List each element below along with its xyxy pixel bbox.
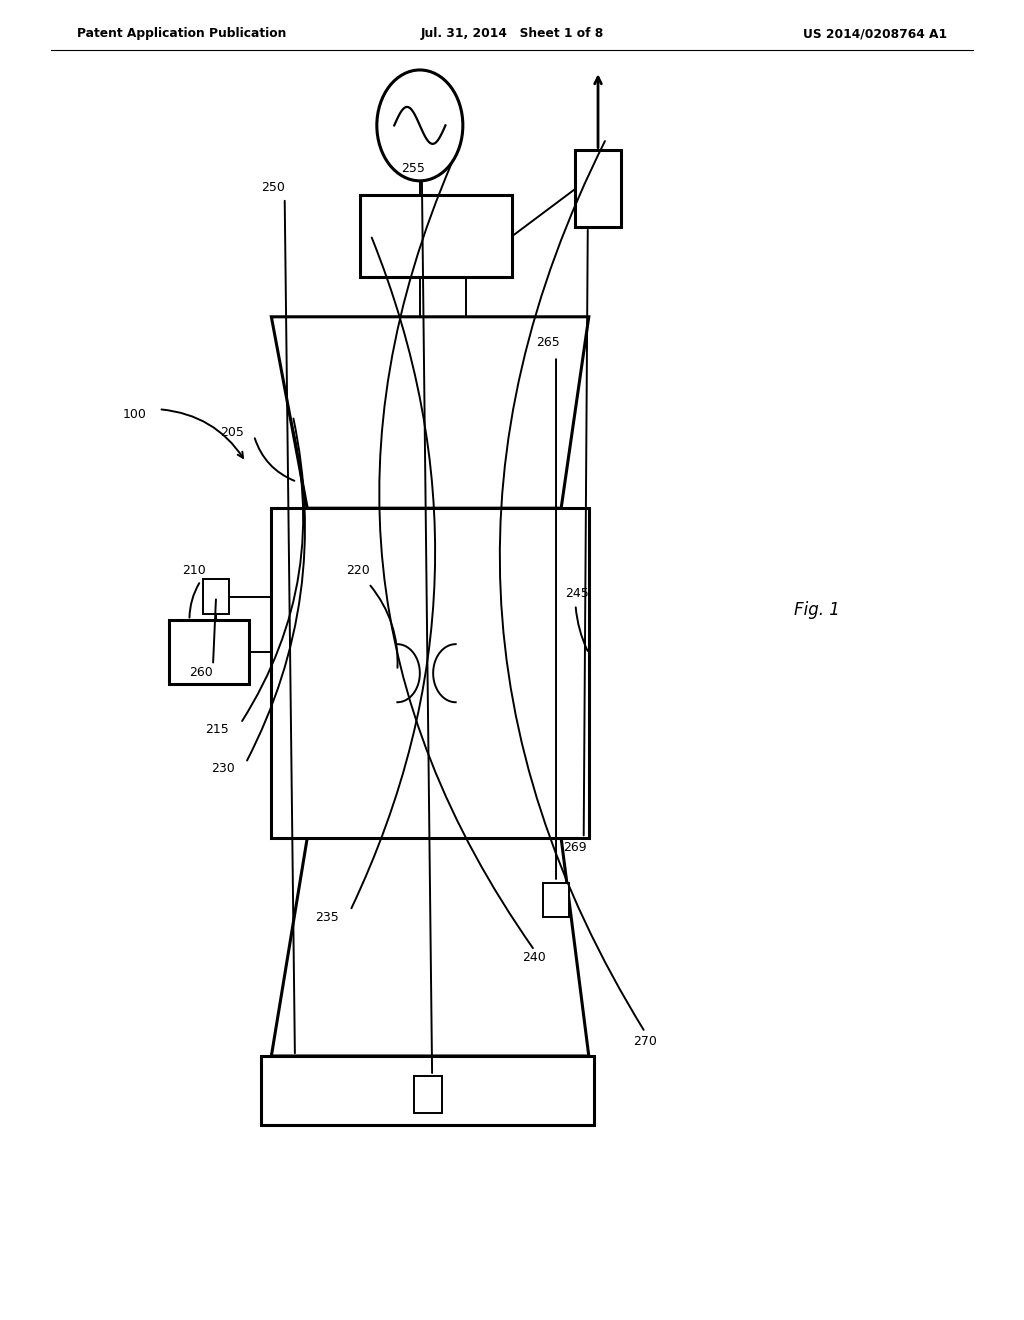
Polygon shape (271, 838, 589, 1056)
FancyBboxPatch shape (575, 150, 621, 227)
FancyBboxPatch shape (261, 1056, 594, 1125)
Text: 235: 235 (315, 911, 339, 924)
Text: 215: 215 (205, 722, 228, 735)
FancyBboxPatch shape (360, 195, 512, 277)
FancyBboxPatch shape (169, 620, 249, 684)
FancyBboxPatch shape (203, 579, 229, 614)
Text: 100: 100 (123, 408, 146, 421)
Text: Patent Application Publication: Patent Application Publication (77, 28, 286, 40)
Text: 260: 260 (189, 665, 213, 678)
Text: 220: 220 (346, 564, 370, 577)
Text: 230: 230 (211, 762, 234, 775)
FancyBboxPatch shape (271, 508, 589, 838)
Text: 245: 245 (565, 586, 589, 599)
Text: 270: 270 (633, 1035, 656, 1048)
Text: 210: 210 (182, 564, 206, 577)
Text: 265: 265 (537, 335, 560, 348)
Text: 255: 255 (401, 161, 425, 174)
Text: 269: 269 (563, 841, 587, 854)
Polygon shape (271, 317, 589, 508)
Text: 205: 205 (220, 425, 244, 438)
Text: Jul. 31, 2014   Sheet 1 of 8: Jul. 31, 2014 Sheet 1 of 8 (421, 28, 603, 40)
FancyBboxPatch shape (414, 1076, 442, 1113)
Text: Fig. 1: Fig. 1 (794, 601, 840, 619)
Text: US 2014/0208764 A1: US 2014/0208764 A1 (803, 28, 947, 40)
Text: 240: 240 (522, 950, 546, 964)
Text: 250: 250 (261, 181, 285, 194)
FancyBboxPatch shape (543, 883, 569, 917)
